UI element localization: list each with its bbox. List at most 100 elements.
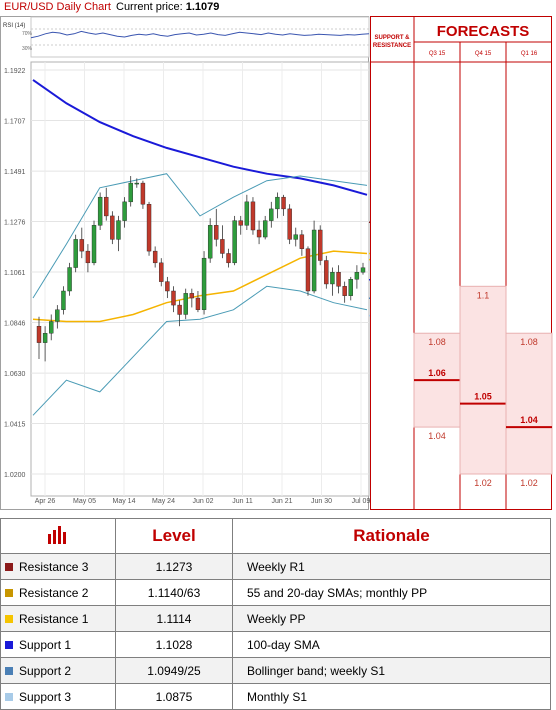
x-tick-label: Jun 02 [192, 498, 213, 505]
candle-body [360, 267, 366, 273]
candle-body [36, 325, 42, 343]
forecast-median-label: 1.05 [474, 392, 492, 402]
forecast-high-label: 1.08 [428, 337, 446, 347]
forecast-column-label: Q3 15 [429, 51, 446, 57]
forecast-median-label: 1.04 [520, 415, 538, 425]
candle-body [348, 279, 353, 296]
candle-body [207, 225, 213, 259]
level-value: 1.0949/25 [115, 657, 233, 684]
forecast-column-label: Q1 16 [521, 51, 538, 57]
header-rationale: Rationale [232, 518, 551, 554]
current-price-value: 1.1079 [185, 1, 220, 13]
candle-body [238, 220, 243, 226]
candle-body [183, 293, 188, 315]
candle-body [189, 293, 195, 299]
header-level: Level [115, 518, 233, 554]
candle-body [116, 220, 121, 240]
plot-area [30, 61, 370, 497]
forecast-high-label: 1.1 [477, 290, 490, 300]
table-row: Support 1 1.1028 100-day SMA [0, 631, 551, 658]
candle-body [134, 182, 140, 185]
rsi-title: RSI (14) [3, 23, 25, 29]
candle-body [146, 203, 152, 252]
table-row: Resistance 2 1.1140/63 55 and 20-day SMAs;… [0, 579, 551, 606]
candle-body [67, 267, 72, 292]
y-tick-label: 1.1061 [4, 270, 26, 277]
level-name: Support 2 [19, 663, 72, 678]
candle-body [232, 220, 237, 264]
y-tick-label: 1.0415 [4, 422, 26, 429]
forecast-low-label: 1.02 [474, 478, 492, 488]
candle-body [195, 297, 201, 310]
level-value: 1.1273 [115, 553, 233, 580]
level-swatch [5, 563, 13, 572]
candle-body [330, 272, 335, 285]
level-name: Resistance 3 [19, 559, 89, 574]
x-tick-label: May 24 [152, 498, 175, 505]
forecast-low-label: 1.04 [428, 431, 446, 441]
level-name-cell: Support 1 [0, 631, 116, 658]
level-swatch [5, 693, 13, 702]
level-swatch [5, 589, 13, 598]
y-tick-label: 1.1707 [4, 118, 26, 125]
y-tick-label: 1.0846 [4, 320, 26, 327]
y-tick-label: 1.1491 [4, 169, 26, 176]
levels-table: Level Rationale Resistance 3 1.1273 Weekly… [0, 518, 551, 710]
y-tick-label: 1.1276 [4, 220, 26, 227]
x-tick-label: Apr 26 [35, 498, 56, 505]
candle-body [91, 225, 97, 264]
level-name-cell: Resistance 3 [0, 553, 116, 580]
rsi-tick-label: 30% [22, 46, 33, 52]
forecast-range [505, 332, 553, 475]
level-rationale: Weekly R1 [232, 553, 551, 580]
table-row: Support 2 1.0949/25 Bollinger band; weekly… [0, 657, 551, 684]
level-rationale: Bollinger band; weekly S1 [232, 657, 551, 684]
candle-body [152, 250, 158, 264]
level-name-cell: Resistance 1 [0, 605, 116, 632]
candle-body [110, 215, 115, 240]
level-rationale: 55 and 20-day SMAs; monthly PP [232, 579, 551, 606]
chart-canvas: 1.1922 1.1707 1.1491 1.1276 1.1061 1.0846 1.06… [0, 16, 553, 510]
candle-body [287, 208, 292, 240]
y-tick-label: 1.0200 [4, 472, 26, 479]
level-swatch [5, 615, 13, 624]
current-price-label: Current price: [116, 1, 183, 13]
candle-body [250, 201, 256, 231]
candle-body [122, 201, 127, 221]
forecast-range [459, 285, 507, 475]
candle-body [336, 272, 341, 287]
candle-body [49, 321, 54, 334]
candle-body [244, 201, 250, 226]
chart-title: EUR/USD Daily Chart [4, 1, 111, 13]
level-swatch [5, 667, 13, 676]
candle-body [318, 229, 323, 261]
indicator-line-55-day-sma [32, 250, 368, 323]
x-tick-label: May 14 [113, 498, 136, 505]
x-tick-label: May 05 [73, 498, 96, 505]
candle-body [55, 309, 60, 322]
candle-body [305, 248, 311, 292]
level-name: Support 1 [19, 637, 72, 652]
candle-body [256, 229, 262, 238]
candle-body [214, 225, 219, 240]
level-value: 1.1028 [115, 631, 233, 658]
x-tick-label: Jun 21 [271, 498, 292, 505]
forecast-column-label: Q4 15 [475, 51, 492, 57]
level-value: 1.0875 [115, 683, 233, 710]
level-rationale: Weekly PP [232, 605, 551, 632]
candle-body [354, 272, 360, 280]
candle-body [269, 208, 274, 221]
y-tick-label: 1.0630 [4, 371, 26, 378]
candle-body [171, 290, 176, 306]
candle-body [275, 196, 280, 210]
candle-body [79, 239, 84, 252]
candle-body [324, 260, 329, 285]
candle-body [61, 290, 66, 310]
candle-body [220, 239, 225, 254]
rsi-panel [30, 16, 370, 58]
bar-chart-icon [48, 525, 66, 544]
x-tick-label: Jun 11 [232, 498, 253, 505]
level-rationale: 100-day SMA [232, 631, 551, 658]
indicator-line-100-day-sma [32, 79, 368, 196]
indicator-line-bollinger-upper [32, 173, 368, 299]
